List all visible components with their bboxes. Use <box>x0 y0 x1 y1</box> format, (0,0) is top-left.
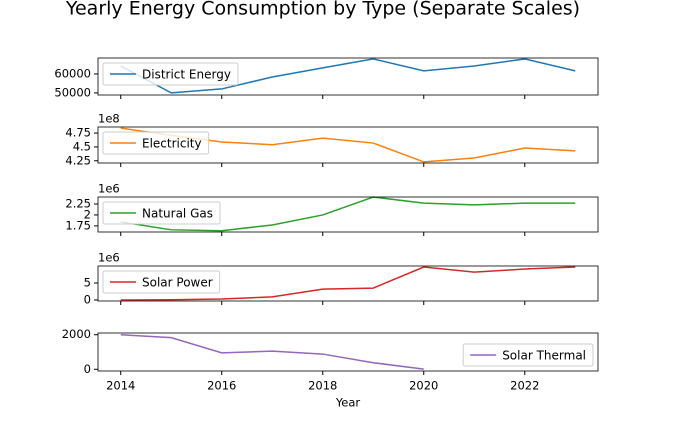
axes-frame <box>97 196 599 233</box>
legend-box <box>102 62 239 86</box>
legend-label: Electricity <box>142 137 202 151</box>
legend: Solar Thermal <box>462 343 594 367</box>
axes-frame <box>97 57 599 96</box>
axes-frame <box>97 265 599 302</box>
offset-label: 1e6 <box>98 182 120 196</box>
legend-box <box>102 131 210 155</box>
legend-box <box>462 343 594 367</box>
y-tick-label: 5 <box>84 275 91 289</box>
legend-box <box>102 201 221 225</box>
x-tick-label: 2014 <box>106 379 135 393</box>
y-tick-label: 0 <box>84 292 91 306</box>
legend: District Energy <box>102 62 239 86</box>
legend-box <box>102 270 221 294</box>
y-tick-label: 4.75 <box>65 126 91 140</box>
offset-label: 1e6 <box>98 251 120 265</box>
y-tick-label: 60000 <box>54 66 91 80</box>
chart-title: Yearly Energy Consumption by Type (Separ… <box>65 0 580 20</box>
x-tick-label: 2016 <box>207 379 236 393</box>
legend: Natural Gas <box>102 201 221 225</box>
legend-label: Solar Power <box>142 276 213 290</box>
legend-label: District Energy <box>142 68 231 82</box>
series-line <box>120 196 576 232</box>
legend: Electricity <box>102 131 210 155</box>
axes-frame <box>97 126 599 164</box>
legend: Solar Power <box>102 270 221 294</box>
y-tick-label: 2 <box>84 207 91 221</box>
series-line <box>120 266 576 301</box>
y-tick-label: 2000 <box>62 327 91 341</box>
y-tick-label: 50000 <box>54 85 91 99</box>
x-axis-label: Year <box>335 396 361 410</box>
legend-label: Solar Thermal <box>502 349 586 363</box>
y-tick-label: 1.75 <box>65 218 91 232</box>
y-tick-label: 4.25 <box>65 153 91 167</box>
legend-label: Natural Gas <box>142 207 213 221</box>
series-line <box>120 333 424 370</box>
axes-frame <box>97 332 599 372</box>
x-tick-label: 2018 <box>308 379 337 393</box>
y-tick-label: 4.5 <box>73 139 91 153</box>
y-tick-label: 0 <box>84 362 91 376</box>
x-tick-label: 2022 <box>510 379 539 393</box>
y-tick-label: 2.25 <box>65 197 91 211</box>
x-tick-label: 2020 <box>409 379 438 393</box>
offset-label: 1e8 <box>98 112 120 126</box>
series-line <box>120 58 576 94</box>
